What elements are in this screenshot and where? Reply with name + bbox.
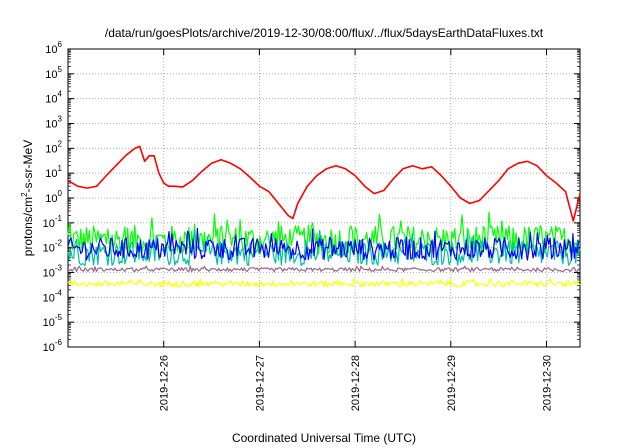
series-line-0 [67,145,581,222]
y-tick-label: 10-2 [43,239,63,255]
series-line-5 [67,278,581,288]
y-tick-label: 101 [45,164,62,180]
y-tick-label: 10-6 [43,338,63,354]
y-tick-label: 105 [45,65,62,81]
x-tick-label: 2019-12-26 [159,355,171,411]
x-axis-label: Coordinated Universal Time (UTC) [232,431,416,445]
y-ticks: 10-6 10-5 10-4 10-3 10-2 10-1 100 101 102 103 104 1… [43,40,580,354]
y-tick-label: 103 [45,115,62,131]
x-ticks: 2019-12-26 2019-12-27 2019-12-28 2019-12-29… [159,49,554,411]
x-tick-label: 2019-12-27 [254,355,266,411]
y-tick-label: 104 [45,90,62,106]
y-tick-label: 106 [45,40,62,56]
y-axis-label: protons/cm2-s-sr-MeV [20,140,35,256]
y-axis-label-pre: protons/cm [21,197,35,256]
y-tick-label: 102 [45,139,62,155]
y-tick-label: 10-5 [43,313,63,329]
y-axis-label-sup: 2 [20,192,29,197]
x-tick-label: 2019-12-30 [542,355,554,411]
chart-title: /data/run/goesPlots/archive/2019-12-30/0… [105,26,544,40]
x-tick-label: 2019-12-29 [446,355,458,411]
y-tick-label: 100 [45,189,62,205]
series-line-4 [67,265,581,273]
y-axis-label-post: -s-sr-MeV [21,140,35,193]
series-line-3 [67,227,581,261]
series-group [67,145,581,288]
y-tick-label: 10-3 [43,264,63,280]
y-tick-label: 10-4 [43,288,63,304]
grid [68,49,580,347]
x-tick-label: 2019-12-28 [350,355,362,411]
series-line-1 [67,211,581,256]
y-tick-label: 10-1 [43,214,63,230]
